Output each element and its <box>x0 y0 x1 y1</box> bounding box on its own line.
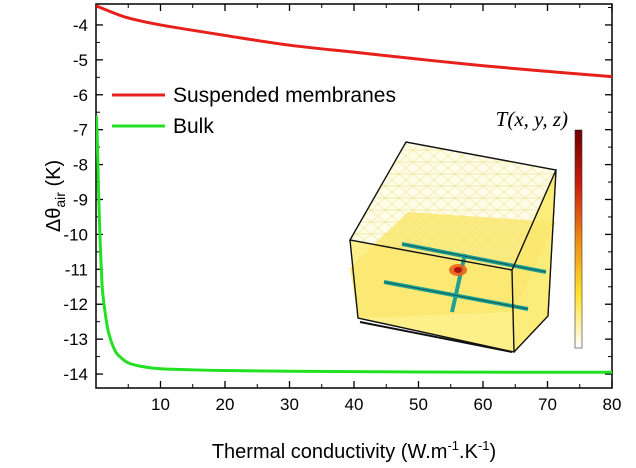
x-tick-label: 10 <box>151 395 170 414</box>
series-line-suspended-membranes <box>96 4 612 79</box>
x-tick-label: 20 <box>216 395 235 414</box>
x-tick-label: 40 <box>345 395 364 414</box>
x-tick-label: 60 <box>474 395 493 414</box>
colorbar <box>574 129 583 349</box>
series-line-bulk <box>96 115 612 374</box>
inset-beam-cross <box>450 253 467 313</box>
legend: Suspended membranes Bulk <box>112 84 396 138</box>
x-tick-label: 80 <box>603 395 622 414</box>
legend-label-suspended: Suspended membranes <box>173 84 396 107</box>
y-axis-title: Δθair (K) <box>43 160 68 232</box>
y-tick-label: -5 <box>73 51 88 70</box>
y-tick-label: -4 <box>73 16 88 35</box>
data-lines <box>96 4 612 374</box>
inset-yellow-slab <box>350 212 556 318</box>
tick-labels: 10 20 30 40 50 60 70 80 -4 -5 -6 -7 -8 -9 -10 -11 -12 -13… <box>63 16 621 414</box>
y-tick-label: -6 <box>73 86 88 105</box>
legend-label-bulk: Bulk <box>173 115 214 138</box>
inset-box-edges <box>348 141 557 353</box>
y-tick-label: -8 <box>73 156 88 175</box>
simulation-inset: T(x, y, z) <box>348 107 583 353</box>
y-tick-label: -13 <box>63 330 88 349</box>
y-tick-label: -10 <box>63 225 88 244</box>
y-tick-label: -9 <box>73 190 88 209</box>
y-tick-label: -14 <box>63 365 88 384</box>
y-tick-label: -12 <box>63 295 88 314</box>
y-tick-label: -11 <box>65 260 88 279</box>
x-tick-label: 30 <box>280 395 299 414</box>
ticks <box>96 4 613 388</box>
x-tick-label: 50 <box>409 395 428 414</box>
colorbar-title: T(x, y, z) <box>496 107 568 131</box>
x-axis-title: Thermal conductivity (W.m-1.K-1) <box>212 438 496 463</box>
y-tick-label: -7 <box>73 121 88 140</box>
x-tick-label: 70 <box>538 395 557 414</box>
